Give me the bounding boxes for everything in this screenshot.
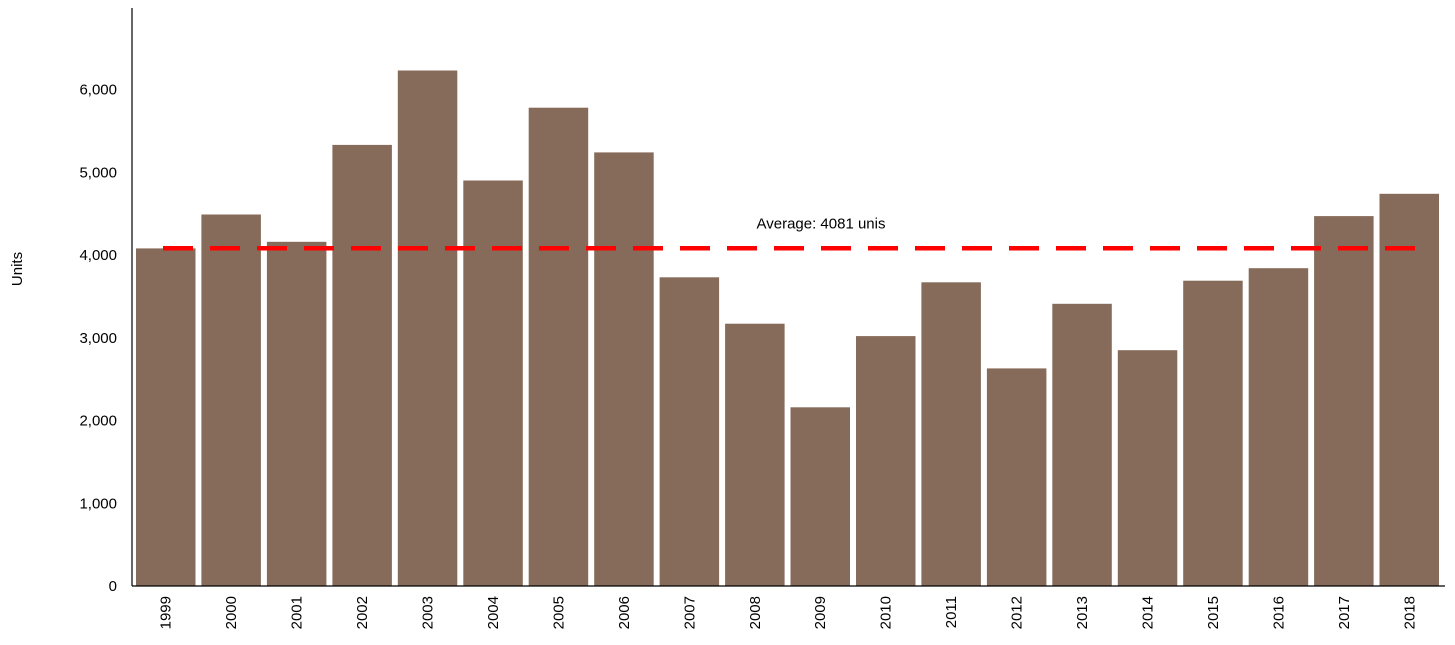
x-tick-label: 2011 [943, 596, 960, 628]
x-tick-label: 2016 [1270, 596, 1287, 629]
bar-2005 [528, 107, 589, 586]
x-tick-label: 2017 [1336, 596, 1353, 629]
x-axis-ticks: 1999 2000 2001 2002 2003 2004 2005 2006 2007 2008… [158, 596, 1419, 629]
bar-2018 [1379, 193, 1439, 587]
x-tick-label: 2008 [747, 596, 764, 629]
bar-2006 [594, 152, 654, 586]
x-tick-label: 2002 [354, 596, 371, 629]
x-tick-label: 2001 [289, 596, 306, 629]
x-tick-label: 2005 [550, 596, 567, 629]
bar-2012 [986, 368, 1047, 586]
bar-2009 [790, 407, 850, 586]
bar-2017 [1314, 216, 1374, 586]
x-tick-label: 2006 [616, 596, 633, 629]
bar-2002 [332, 144, 392, 586]
y-tick-label: 5,000 [79, 164, 117, 181]
x-tick-label: 2009 [812, 596, 829, 629]
average-annotation: Average: 4081 unis [757, 215, 886, 232]
bar-2014 [1117, 350, 1178, 586]
x-tick-label: 2010 [878, 596, 895, 629]
x-tick-label: 2013 [1074, 596, 1091, 629]
bars-group [136, 70, 1439, 587]
bar-2000 [201, 214, 261, 586]
x-tick-label: 1999 [158, 596, 175, 629]
bar-2015 [1183, 280, 1243, 586]
x-tick-label: 2007 [681, 596, 698, 629]
bar-2003 [397, 70, 458, 586]
bar-2007 [659, 277, 720, 586]
y-axis-ticks: 0 1,000 2,000 3,000 4,000 5,000 6,000 [79, 82, 117, 596]
y-tick-label: 0 [109, 578, 117, 595]
x-tick-label: 2004 [485, 596, 502, 629]
x-tick-label: 2015 [1205, 596, 1222, 629]
bar-2011 [921, 282, 981, 586]
y-axis-title: Units [9, 252, 26, 286]
y-tick-label: 3,000 [79, 330, 117, 347]
x-tick-label: 2014 [1140, 596, 1157, 629]
x-tick-label: 2003 [420, 596, 437, 629]
x-tick-label: 2000 [223, 596, 240, 629]
bar-2016 [1248, 268, 1309, 586]
bar-1999 [136, 248, 196, 586]
bar-2004 [463, 180, 523, 586]
x-tick-label: 2018 [1401, 596, 1418, 629]
x-tick-label: 2012 [1009, 596, 1026, 629]
y-tick-label: 2,000 [79, 413, 117, 430]
y-tick-label: 4,000 [79, 247, 117, 264]
y-tick-label: 6,000 [79, 82, 117, 99]
bar-2010 [856, 336, 916, 586]
bar-2001 [266, 241, 327, 587]
bar-2008 [725, 323, 785, 586]
bar-2013 [1052, 303, 1112, 586]
y-tick-label: 1,000 [79, 495, 117, 512]
